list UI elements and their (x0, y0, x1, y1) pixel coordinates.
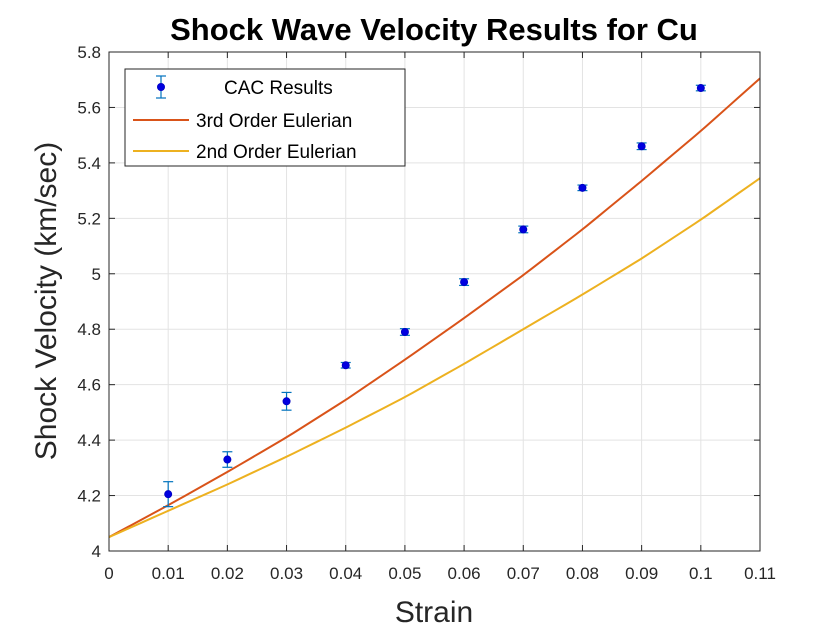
x-tick-label: 0 (104, 564, 113, 583)
series-line-1 (108, 77, 761, 539)
legend-label-3rd-order: 3rd Order Eulerian (196, 111, 352, 132)
y-tick-label: 5.8 (77, 43, 101, 62)
data-point (636, 142, 647, 151)
legend-label-2nd-order: 2nd Order Eulerian (196, 142, 357, 163)
x-tick-label: 0.1 (689, 564, 713, 583)
data-point (518, 225, 529, 234)
x-tick-label: 0.06 (448, 564, 481, 583)
series-line-2 (108, 177, 761, 539)
y-tick-label: 5.6 (77, 98, 101, 117)
legend: CAC Results 3rd Order Eulerian 2nd Order… (124, 68, 406, 167)
data-marker (282, 397, 291, 406)
y-tick-label: 5.4 (77, 154, 101, 173)
x-tick-label: 0.01 (152, 564, 185, 583)
y-tick-label: 4.2 (77, 487, 101, 506)
x-tick-label: 0.02 (211, 564, 244, 583)
axis-ticks (108, 51, 761, 552)
data-point (222, 451, 233, 468)
legend-box (124, 68, 406, 167)
chart-title: Shock Wave Velocity Results for Cu (170, 12, 698, 47)
x-tick-labels: 0 0.01 0.02 0.03 0.04 0.05 0.06 0.07 0.08 0.09 0.1… (104, 564, 776, 583)
data-point (163, 481, 174, 508)
data-point (281, 391, 292, 411)
x-tick-label: 0.03 (270, 564, 303, 583)
x-axis-label: Strain (395, 596, 473, 629)
data-point (577, 183, 588, 192)
series-layer (108, 77, 761, 539)
y-tick-label: 5.2 (77, 209, 101, 228)
data-point (399, 327, 410, 336)
x-tick-label: 0.05 (388, 564, 421, 583)
data-point (695, 84, 706, 93)
plot-frame (108, 51, 761, 552)
data-point (459, 278, 470, 287)
data-marker (223, 455, 232, 464)
data-marker (696, 84, 705, 93)
y-tick-label: 4.4 (77, 431, 101, 450)
data-marker (341, 361, 350, 370)
y-axis-label: Shock Velocity (km/sec) (30, 142, 63, 460)
x-tick-label: 0.04 (329, 564, 362, 583)
y-tick-label: 4.8 (77, 320, 101, 339)
data-marker (519, 225, 528, 234)
data-point (340, 361, 351, 370)
y-tick-labels: 4 4.2 4.4 4.6 4.8 5 5.2 5.4 5.6 5.8 (77, 43, 101, 561)
y-tick-label: 4 (92, 542, 101, 561)
y-tick-label: 4.6 (77, 376, 101, 395)
legend-label-cac: CAC Results (224, 78, 333, 99)
x-tick-label: 0.08 (566, 564, 599, 583)
x-tick-label: 0.09 (625, 564, 658, 583)
y-tick-label: 5 (92, 265, 101, 284)
data-marker (578, 183, 587, 192)
legend-marker-cac (156, 75, 166, 99)
x-tick-label: 0.07 (507, 564, 540, 583)
data-marker (637, 142, 646, 151)
data-marker (164, 490, 173, 499)
data-marker (460, 278, 469, 287)
x-tick-label: 0.11 (744, 564, 776, 583)
data-marker (400, 327, 409, 336)
